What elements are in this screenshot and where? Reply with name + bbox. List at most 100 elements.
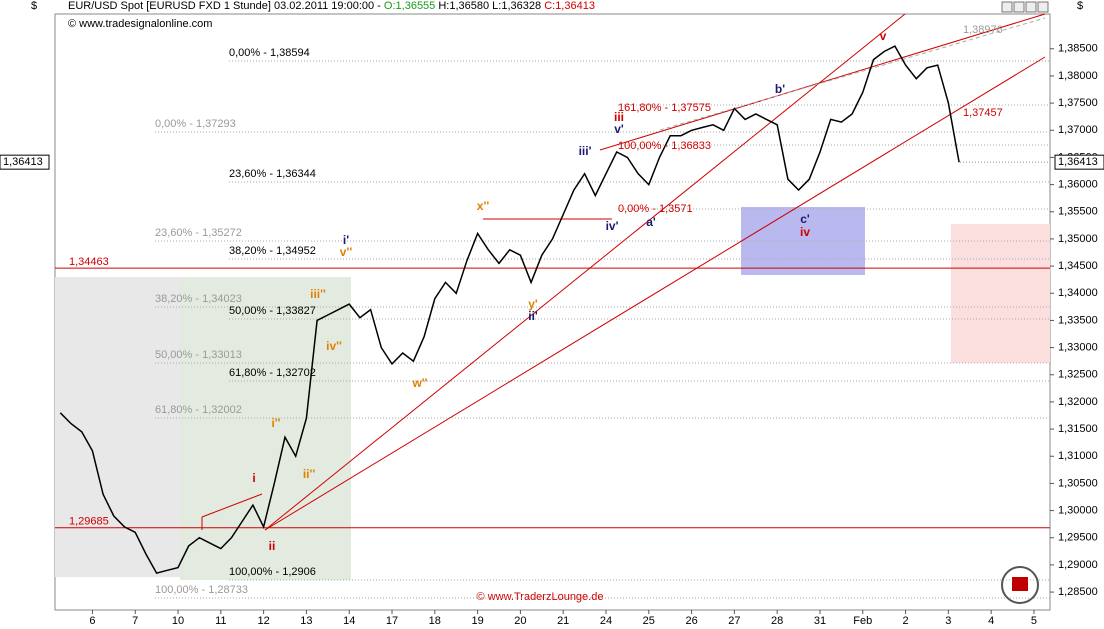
- y-tick-label: 1,34000: [1058, 287, 1098, 299]
- fib-label: 61,80% - 1,32002: [155, 404, 242, 416]
- x-tick-label: 28: [771, 615, 783, 627]
- x-tick-label: Feb: [853, 615, 872, 627]
- x-tick-label: 24: [600, 615, 612, 627]
- open-label: O:1,36555: [384, 0, 435, 12]
- high-low-label: H:1,36580 L:1,36328: [438, 0, 541, 12]
- level-label: 1,34463: [69, 256, 109, 268]
- fib-label: 1,37457: [963, 107, 1003, 119]
- logo: [1001, 566, 1039, 604]
- x-tick-label: 2: [903, 615, 909, 627]
- toolbar-button[interactable]: [1025, 1, 1037, 13]
- trend-line: [599, 13, 1046, 151]
- trend-line: [201, 493, 263, 518]
- wave-label: v': [614, 122, 624, 136]
- y-tick-label: 1,37500: [1058, 97, 1098, 109]
- logo-mark: [1012, 577, 1028, 591]
- wave-label: iv': [606, 219, 619, 233]
- x-tick-label: 7: [132, 615, 138, 627]
- x-tick-label: 14: [343, 615, 355, 627]
- trend-line: [264, 56, 1046, 531]
- y-tick-label: 1,29000: [1058, 559, 1098, 571]
- toolbar-button[interactable]: [1037, 1, 1049, 13]
- y-tick-label: 1,35500: [1058, 206, 1098, 218]
- wave-label: c': [800, 212, 810, 226]
- x-tick-label: 25: [643, 615, 655, 627]
- y-tick-label: 1,38000: [1058, 70, 1098, 82]
- toolbar-button[interactable]: [1001, 1, 1013, 13]
- y-tick-label: 1,31000: [1058, 450, 1098, 462]
- y-tick-label: 1,31500: [1058, 423, 1098, 435]
- chart-title: EUR/USD Spot [EURUSD FXD 1 Stunde] 03.02…: [68, 0, 381, 12]
- wave-label: iii': [579, 144, 592, 158]
- y-tick-label: 1,37000: [1058, 124, 1098, 136]
- trend-line-dashed: [659, 17, 1046, 131]
- fib-label: 50,00% - 1,33827: [229, 305, 316, 317]
- wave-label: ii'': [303, 467, 316, 481]
- currency-left: $: [31, 0, 37, 12]
- y-tick-label: 1,36000: [1058, 179, 1098, 191]
- x-tick-label: 6: [89, 615, 95, 627]
- fib-label: 100,00% - 1,2906: [229, 566, 316, 578]
- fib-label: 100,00% - 1,36833: [618, 140, 711, 152]
- wave-label: iv'': [326, 339, 342, 353]
- fib-label: 38,20% - 1,34952: [229, 245, 316, 257]
- fib-label: 100,00% - 1,28733: [155, 584, 248, 596]
- x-tick-label: 11: [215, 615, 226, 627]
- x-tick-label: 12: [258, 615, 270, 627]
- y-tick-label: 1,35000: [1058, 233, 1098, 245]
- wave-label: ii: [269, 539, 276, 553]
- last-price-label: 1,36413: [3, 156, 43, 168]
- x-tick-label: 19: [471, 615, 483, 627]
- wave-label: v: [880, 29, 887, 43]
- y-tick-label: 1,33500: [1058, 314, 1098, 326]
- fib-label: 61,80% - 1,32702: [229, 367, 316, 379]
- y-tick-label: 1,30000: [1058, 504, 1098, 516]
- x-tick-label: 27: [728, 615, 740, 627]
- x-tick-label: 10: [172, 615, 184, 627]
- wave-label: a': [646, 215, 656, 229]
- x-tick-label: 4: [988, 615, 994, 627]
- wave-label: iv: [800, 225, 810, 239]
- wave-label: i'': [271, 416, 280, 430]
- y-tick-label: 1,28500: [1058, 586, 1098, 598]
- fib-label: 23,60% - 1,36344: [229, 168, 316, 180]
- y-tick-label: 1,29500: [1058, 532, 1098, 544]
- x-tick-label: 18: [429, 615, 441, 627]
- y-tick-label: 1,33000: [1058, 341, 1098, 353]
- fib-label: 0,00% - 1,3571: [618, 203, 693, 215]
- last-price-box: [0, 154, 50, 170]
- y-tick-label: 1,38500: [1058, 43, 1098, 55]
- y-tick-label: 1,32000: [1058, 396, 1098, 408]
- wave-label: x'': [477, 199, 490, 213]
- logo-ring: [1001, 566, 1039, 604]
- fib-label: 50,00% - 1,33013: [155, 349, 242, 361]
- fib-label: 0,00% - 1,38594: [229, 47, 310, 59]
- wave-label: y': [528, 297, 538, 311]
- zone-gray: [55, 277, 180, 577]
- last-price-box: [1054, 154, 1104, 170]
- wave-label: v'': [340, 245, 353, 259]
- x-tick-label: 20: [514, 615, 526, 627]
- wave-label: ii': [528, 309, 538, 323]
- fib-label: 0,00% - 1,37293: [155, 118, 236, 130]
- copyright: © www.TraderzLounge.de: [477, 591, 604, 603]
- toolbar: [1001, 1, 1049, 13]
- wave-label: b': [775, 82, 785, 96]
- y-tick-label: 1,30500: [1058, 477, 1098, 489]
- wave-label: i: [252, 471, 255, 485]
- source: © www.tradesignalonline.com: [68, 18, 212, 30]
- x-tick-label: 26: [685, 615, 697, 627]
- toolbar-button[interactable]: [1013, 1, 1025, 13]
- close-label: C:1,36413: [544, 0, 595, 12]
- y-tick-label: 1,32500: [1058, 369, 1098, 381]
- level-label: 1,29685: [69, 516, 109, 528]
- fib-label: 1,38976: [963, 24, 1003, 36]
- fib-label: 38,20% - 1,34023: [155, 293, 242, 305]
- currency-right: $: [1077, 0, 1083, 12]
- fib-label: 161,80% - 1,37575: [618, 102, 711, 114]
- y-tick-label: 1,34500: [1058, 260, 1098, 272]
- x-tick-label: 3: [945, 615, 951, 627]
- x-tick-label: 31: [814, 615, 826, 627]
- trend-line: [264, 13, 906, 531]
